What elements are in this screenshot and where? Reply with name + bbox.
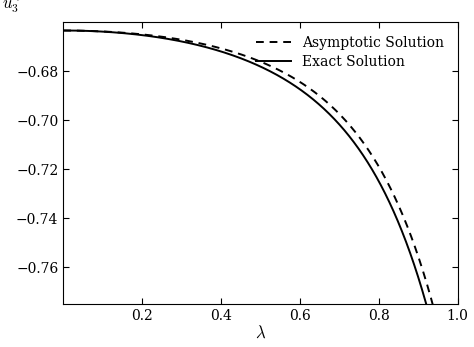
Exact Solution xyxy=(60,28,66,33)
Asymptotic Solution xyxy=(81,29,86,33)
Asymptotic Solution xyxy=(242,53,247,58)
Line: Exact Solution: Exact Solution xyxy=(63,31,457,347)
Exact Solution xyxy=(252,62,258,66)
Line: Asymptotic Solution: Asymptotic Solution xyxy=(63,31,457,347)
Y-axis label: $u_3^*$: $u_3^*$ xyxy=(2,0,22,16)
Asymptotic Solution xyxy=(371,156,376,160)
Exact Solution xyxy=(371,170,376,174)
Exact Solution xyxy=(81,29,86,33)
Asymptotic Solution xyxy=(252,57,258,61)
Asymptotic Solution xyxy=(60,28,66,33)
Legend: Asymptotic Solution, Exact Solution: Asymptotic Solution, Exact Solution xyxy=(249,29,451,76)
X-axis label: $\lambda$: $\lambda$ xyxy=(255,324,266,341)
Exact Solution xyxy=(242,58,247,62)
